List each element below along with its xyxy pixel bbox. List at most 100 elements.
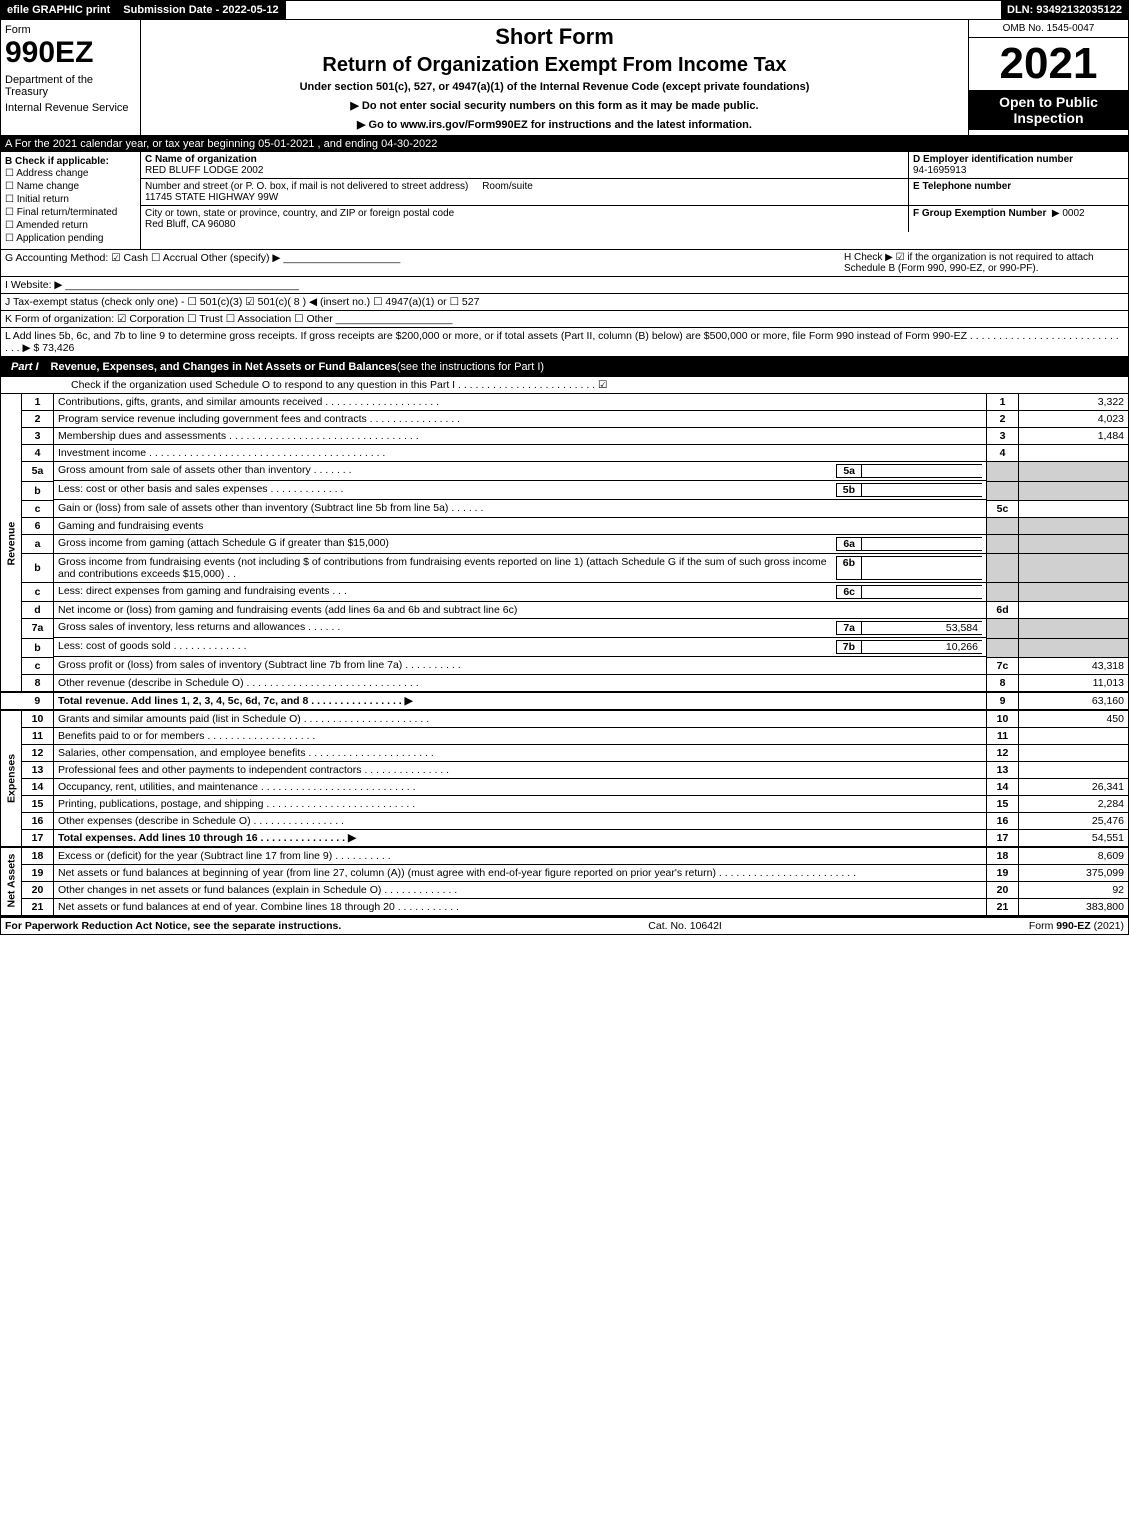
line-16-amt: 25,476 [1019, 812, 1129, 829]
bullet-website: ▶ Go to www.irs.gov/Form990EZ for instru… [145, 118, 964, 131]
chk-final-return[interactable]: Final return/terminated [5, 206, 136, 219]
form-header: Form 990EZ Department of the Treasury In… [0, 20, 1129, 136]
line-16-ln: 16 [987, 812, 1019, 829]
form-word: Form [5, 24, 136, 36]
expenses-vlabel: Expenses [1, 710, 22, 847]
line-14-num: 14 [22, 778, 54, 795]
line-21-desc: Net assets or fund balances at end of ye… [54, 898, 987, 915]
line-17-amt: 54,551 [1019, 829, 1129, 847]
line-14-desc: Occupancy, rent, utilities, and maintena… [54, 778, 987, 795]
line-17-desc: Total expenses. Add lines 10 through 16 … [54, 829, 987, 847]
line-5b-subval [862, 483, 982, 497]
line-12-amt [1019, 744, 1129, 761]
line-3-ln: 3 [987, 428, 1019, 445]
line-19-num: 19 [22, 864, 54, 881]
line-1-num: 1 [22, 394, 54, 411]
chk-name-change[interactable]: Name change [5, 180, 136, 193]
line-6c-desc: Less: direct expenses from gaming and fu… [58, 585, 836, 599]
section-g: G Accounting Method: ☑ Cash ☐ Accrual Ot… [5, 252, 844, 274]
line-11-num: 11 [22, 727, 54, 744]
section-b-title: B Check if applicable: [5, 156, 136, 167]
line-6a-amt-grey [1019, 534, 1129, 554]
line-7c-desc: Gross profit or (loss) from sales of inv… [54, 657, 987, 674]
group-exemption-value: ▶ 0002 [1052, 208, 1085, 219]
line-5a-ln-grey [987, 462, 1019, 482]
submission-date: Submission Date - 2022-05-12 [117, 1, 285, 19]
efile-label[interactable]: efile GRAPHIC print [1, 1, 117, 19]
line-7a-amt-grey [1019, 619, 1129, 639]
section-e: E Telephone number [908, 179, 1128, 205]
line-4-amt [1019, 445, 1129, 462]
line-7c-num: c [22, 657, 54, 674]
line-7b-amt-grey [1019, 638, 1129, 657]
phone-label: E Telephone number [913, 181, 1124, 192]
line-8-amt: 11,013 [1019, 674, 1129, 692]
line-3-amt: 1,484 [1019, 428, 1129, 445]
line-4-desc: Investment income . . . . . . . . . . . … [54, 445, 987, 462]
chk-application-pending[interactable]: Application pending [5, 232, 136, 245]
line-6-num: 6 [22, 517, 54, 534]
line-5b-desc: Less: cost or other basis and sales expe… [58, 483, 836, 497]
section-h: H Check ▶ ☑ if the organization is not r… [844, 252, 1124, 274]
line-7a-ln-grey [987, 619, 1019, 639]
line-6a-ln-grey [987, 534, 1019, 554]
chk-initial-return[interactable]: Initial return [5, 193, 136, 206]
line-19-desc: Net assets or fund balances at beginning… [54, 864, 987, 881]
section-c-address: Number and street (or P. O. box, if mail… [141, 179, 908, 205]
section-k: K Form of organization: ☑ Corporation ☐ … [0, 311, 1129, 328]
room-label: Room/suite [482, 181, 533, 192]
bullet-ssn: ▶ Do not enter social security numbers o… [145, 99, 964, 112]
form-pre: Form [1029, 920, 1056, 932]
part1-check: Check if the organization used Schedule … [0, 377, 1129, 394]
line-20-ln: 20 [987, 881, 1019, 898]
line-6-desc: Gaming and fundraising events [54, 517, 987, 534]
top-bar: efile GRAPHIC print Submission Date - 20… [0, 0, 1129, 20]
chk-amended-return[interactable]: Amended return [5, 219, 136, 232]
form-number: 990EZ [5, 36, 136, 70]
line-5b-num: b [22, 481, 54, 500]
form-id-footer: Form 990-EZ (2021) [1029, 920, 1124, 932]
chk-address-change[interactable]: Address change [5, 167, 136, 180]
line-6d-num: d [22, 602, 54, 619]
line-6b-num: b [22, 554, 54, 583]
section-b: B Check if applicable: Address change Na… [1, 152, 141, 249]
line-5b-ln-grey [987, 481, 1019, 500]
dln: DLN: 93492132035122 [1001, 1, 1128, 19]
line-3-desc: Membership dues and assessments . . . . … [54, 428, 987, 445]
open-public-badge: Open to Public Inspection [969, 90, 1128, 130]
line-1-desc: Contributions, gifts, grants, and simila… [54, 394, 987, 411]
line-6d-desc: Net income or (loss) from gaming and fun… [54, 602, 987, 619]
line-6b-subval [862, 556, 982, 580]
line-11-ln: 11 [987, 727, 1019, 744]
line-6b-amt-grey [1019, 554, 1129, 583]
line-2-ln: 2 [987, 411, 1019, 428]
group-exemption-label: F Group Exemption Number [913, 208, 1046, 219]
short-form-title: Short Form [145, 24, 964, 50]
main-title: Return of Organization Exempt From Incom… [145, 54, 964, 77]
line-13-amt [1019, 761, 1129, 778]
line-19-ln: 19 [987, 864, 1019, 881]
line-9-ln: 9 [987, 692, 1019, 710]
line-7c-amt: 43,318 [1019, 657, 1129, 674]
title-block: Short Form Return of Organization Exempt… [141, 20, 968, 135]
line-12-num: 12 [22, 744, 54, 761]
line-15-desc: Printing, publications, postage, and shi… [54, 795, 987, 812]
line-2-num: 2 [22, 411, 54, 428]
line-7c-ln: 7c [987, 657, 1019, 674]
line-7b-desc: Less: cost of goods sold . . . . . . . .… [58, 640, 836, 654]
line-10-ln: 10 [987, 710, 1019, 728]
city-label: City or town, state or province, country… [145, 208, 904, 219]
line-6-amt-grey [1019, 517, 1129, 534]
line-6a-sub: 6a [836, 537, 862, 551]
revenue-table: Revenue 1Contributions, gifts, grants, a… [0, 394, 1129, 916]
line-5a-sub: 5a [836, 464, 862, 478]
part1-title: Revenue, Expenses, and Changes in Net As… [51, 361, 397, 373]
line-4-num: 4 [22, 445, 54, 462]
line-6b-ln-grey [987, 554, 1019, 583]
line-5b-sub: 5b [836, 483, 862, 497]
line-17-num: 17 [22, 829, 54, 847]
line-13-num: 13 [22, 761, 54, 778]
line-8-ln: 8 [987, 674, 1019, 692]
line-6c-sub: 6c [836, 585, 862, 599]
section-a: A For the 2021 calendar year, or tax yea… [1, 136, 1128, 152]
